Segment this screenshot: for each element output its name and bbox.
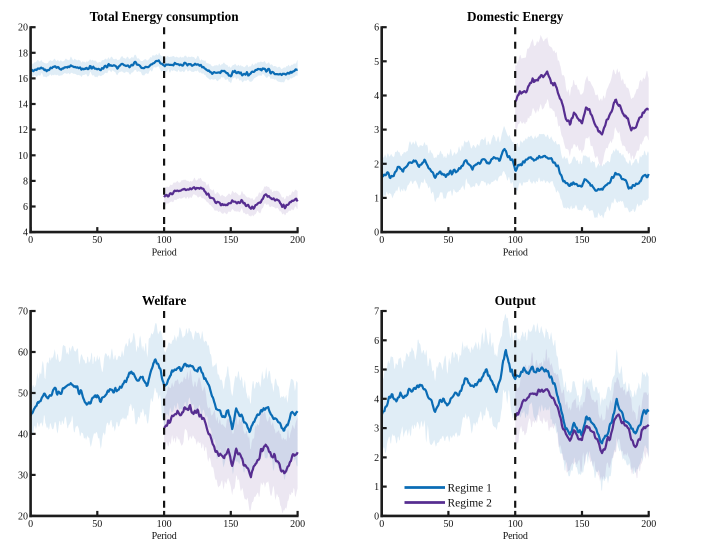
svg-text:200: 200 (641, 519, 656, 530)
svg-text:6: 6 (23, 202, 28, 213)
svg-text:5: 5 (374, 57, 379, 68)
svg-text:150: 150 (223, 235, 238, 246)
svg-text:3: 3 (374, 424, 379, 435)
svg-text:50: 50 (18, 389, 28, 400)
svg-text:6: 6 (374, 23, 379, 34)
svg-text:200: 200 (290, 235, 305, 246)
svg-text:Domestic Energy: Domestic Energy (467, 9, 564, 24)
svg-text:100: 100 (508, 235, 523, 246)
svg-text:Welfare: Welfare (142, 293, 187, 308)
svg-text:100: 100 (157, 235, 172, 246)
svg-text:20: 20 (18, 511, 28, 522)
svg-text:100: 100 (157, 519, 172, 530)
svg-text:8: 8 (23, 176, 28, 187)
svg-text:Regime 1: Regime 1 (448, 482, 493, 494)
svg-text:30: 30 (18, 470, 28, 481)
svg-text:50: 50 (443, 235, 453, 246)
svg-text:2: 2 (374, 159, 379, 170)
svg-text:7: 7 (374, 307, 379, 318)
svg-text:Period: Period (503, 531, 528, 542)
svg-text:16: 16 (18, 74, 28, 85)
svg-text:3: 3 (374, 125, 379, 136)
svg-text:1: 1 (374, 482, 379, 493)
svg-text:Period: Period (152, 247, 177, 258)
svg-text:4: 4 (374, 91, 379, 102)
svg-text:14: 14 (18, 100, 28, 111)
svg-text:0: 0 (374, 228, 379, 239)
svg-text:6: 6 (374, 336, 379, 347)
svg-text:150: 150 (575, 519, 590, 530)
svg-text:Total Energy consumption: Total Energy consumption (90, 9, 240, 24)
svg-text:0: 0 (379, 235, 384, 246)
svg-text:10: 10 (18, 151, 28, 162)
svg-text:0: 0 (374, 511, 379, 522)
svg-text:Period: Period (152, 531, 177, 542)
svg-text:0: 0 (379, 519, 384, 530)
svg-text:100: 100 (508, 519, 523, 530)
svg-text:150: 150 (223, 519, 238, 530)
svg-text:50: 50 (92, 519, 102, 530)
svg-text:5: 5 (374, 365, 379, 376)
svg-text:0: 0 (28, 519, 33, 530)
svg-text:20: 20 (18, 23, 28, 34)
svg-text:70: 70 (18, 307, 28, 318)
svg-text:50: 50 (443, 519, 453, 530)
svg-text:40: 40 (18, 429, 28, 440)
svg-text:50: 50 (92, 235, 102, 246)
svg-text:150: 150 (575, 235, 590, 246)
svg-text:Output: Output (495, 293, 537, 308)
svg-text:Regime 2: Regime 2 (448, 497, 493, 509)
svg-text:0: 0 (28, 235, 33, 246)
svg-text:1: 1 (374, 193, 379, 204)
svg-text:60: 60 (18, 348, 28, 359)
svg-text:Period: Period (503, 247, 528, 258)
svg-text:4: 4 (374, 394, 379, 405)
svg-text:2: 2 (374, 453, 379, 464)
svg-text:12: 12 (18, 125, 28, 136)
svg-text:18: 18 (18, 48, 28, 59)
svg-text:200: 200 (290, 519, 305, 530)
svg-text:200: 200 (641, 235, 656, 246)
svg-text:4: 4 (23, 228, 28, 239)
